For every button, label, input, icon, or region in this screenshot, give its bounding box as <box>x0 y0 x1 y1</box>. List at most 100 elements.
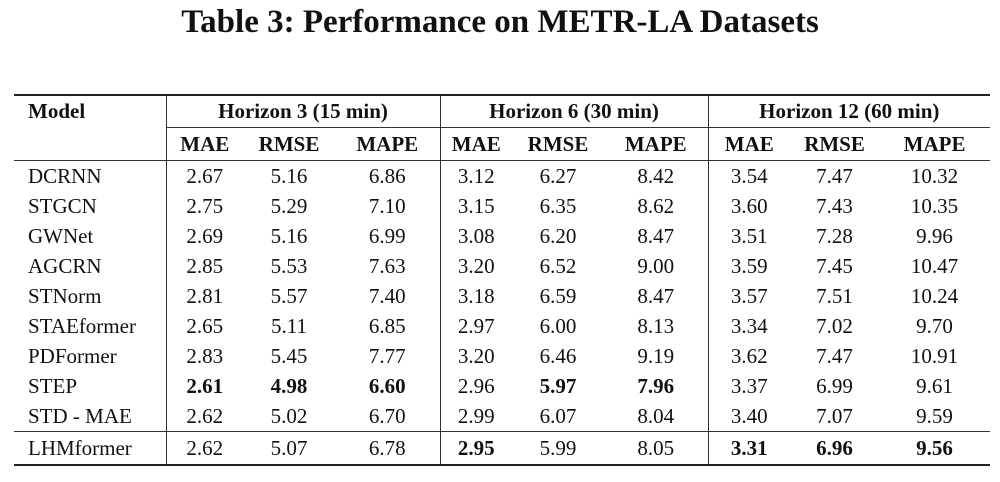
model-name-cell: DCRNN <box>28 164 102 188</box>
metric-value-cell: 7.10 <box>368 194 406 218</box>
metric-value-cell: 5.53 <box>270 254 308 278</box>
metric-header: MAE <box>165 127 243 161</box>
metric-value-cell: 6.35 <box>539 194 577 218</box>
metric-header: RMSE <box>512 127 605 161</box>
metric-value-cell: 6.52 <box>539 254 577 278</box>
metric-value-cell: 5.16 <box>270 224 308 248</box>
metric-value-cell: 5.45 <box>270 344 308 368</box>
model-name-cell: STEP <box>28 374 78 398</box>
table-row: STD - MAE 2.62 5.02 6.70 2.99 6.07 8.04 3.40 7.0… <box>14 401 990 432</box>
metric-value-cell: 3.12 <box>439 160 513 191</box>
metric-header: MAPE <box>879 127 991 161</box>
model-name-cell: STD - MAE <box>28 404 132 428</box>
metric-value-cell: 8.05 <box>604 431 709 466</box>
model-name-cell: AGCRN <box>28 254 102 278</box>
metric-value-cell: 2.95 <box>439 431 513 466</box>
table-title: Table 3: Performance on METR-LA Datasets <box>181 4 819 40</box>
table-row: STEP 2.61 4.98 6.60 2.96 5.97 7.96 3.37 6.99 9.61 <box>14 371 990 401</box>
metric-value-cell: 2.85 <box>165 251 243 281</box>
metric-value-cell: 7.63 <box>368 254 406 278</box>
metric-value-cell: 8.13 <box>637 314 675 338</box>
metric-value-cell: 2.65 <box>165 311 243 341</box>
metric-value-cell: 6.59 <box>539 284 577 308</box>
metric-value-cell: 9.00 <box>637 254 675 278</box>
metric-value-cell: 3.08 <box>439 221 513 251</box>
metric-value-cell: 2.61 <box>165 371 243 401</box>
table-row: DCRNN 2.67 5.16 6.86 3.12 6.27 8.42 3.54 7.47 10.… <box>14 160 990 191</box>
metric-value-cell: 6.99 <box>368 224 406 248</box>
metric-value-cell: 3.34 <box>707 311 791 341</box>
metric-header-row: MAE RMSE MAPE MAE RMSE MAPE MAE RMSE MAP… <box>14 127 991 161</box>
metric-value-cell: 3.20 <box>439 251 513 281</box>
model-name-cell: GWNet <box>28 224 94 248</box>
table-body: DCRNN 2.67 5.16 6.86 3.12 6.27 8.42 3.54 7.47 10.… <box>14 160 991 466</box>
model-name-cell: LHMformer <box>14 431 166 466</box>
metric-value-cell: 10.91 <box>910 344 959 368</box>
metric-value-cell: 3.60 <box>707 191 791 221</box>
metric-value-cell: 7.45 <box>816 254 853 278</box>
metric-value-cell: 7.02 <box>816 314 853 338</box>
metric-value-cell: 7.47 <box>816 344 853 368</box>
metric-value-cell: 8.04 <box>637 404 675 428</box>
metric-value-cell: 5.02 <box>270 404 308 428</box>
metric-value-cell: 6.60 <box>368 374 406 398</box>
metric-value-cell: 8.47 <box>637 224 675 248</box>
metric-header: RMSE <box>790 127 880 161</box>
metric-value-cell: 7.07 <box>816 404 853 428</box>
metric-value-cell: 3.62 <box>707 341 791 371</box>
metric-value-cell: 2.99 <box>439 401 513 432</box>
metric-value-cell: 6.70 <box>368 404 406 428</box>
metric-value-cell: 3.40 <box>707 401 791 432</box>
horizon-6-header: Horizon 6 (30 min) <box>439 94 709 128</box>
results-table: Model Horizon 3 (15 min) Horizon 6 (30 m… <box>14 94 991 466</box>
metric-value-cell: 9.96 <box>916 224 953 248</box>
metric-header: MAPE <box>604 127 709 161</box>
metric-value-cell: 9.61 <box>916 374 953 398</box>
metric-value-cell: 7.28 <box>816 224 853 248</box>
metric-value-cell: 8.42 <box>637 164 675 188</box>
metric-value-cell: 6.46 <box>539 344 577 368</box>
metric-value-cell: 2.67 <box>165 160 243 191</box>
metric-value-cell: 10.24 <box>910 284 959 308</box>
horizon-3-header: Horizon 3 (15 min) <box>165 94 441 128</box>
metric-value-cell: 3.37 <box>707 371 791 401</box>
metric-value-cell: 10.32 <box>910 164 959 188</box>
metric-value-cell: 6.00 <box>539 314 577 338</box>
metric-value-cell: 10.35 <box>910 194 959 218</box>
metric-value-cell: 6.78 <box>335 431 441 466</box>
table-row: AGCRN 2.85 5.53 7.63 3.20 6.52 9.00 3.59 7.45 10.… <box>14 251 990 281</box>
metric-value-cell: 5.57 <box>270 284 308 308</box>
metric-value-cell: 6.86 <box>368 164 406 188</box>
metric-value-cell: 9.70 <box>916 314 953 338</box>
table-row-final: LHMformer 2.62 5.07 6.78 2.95 5.99 8.05 3.31 6.9… <box>14 431 991 466</box>
table-row: STNorm 2.81 5.57 7.40 3.18 6.59 8.47 3.57 7.51 10… <box>14 281 990 311</box>
metric-value-cell: 6.20 <box>539 224 577 248</box>
metric-value-cell: 3.15 <box>439 191 513 221</box>
metric-value-cell: 6.96 <box>790 431 880 466</box>
metric-header: RMSE <box>243 127 335 161</box>
metric-value-cell: 8.47 <box>637 284 675 308</box>
table-row: STGCN 2.75 5.29 7.10 3.15 6.35 8.62 3.60 7.43 10.… <box>14 191 990 221</box>
metric-value-cell: 2.69 <box>165 221 243 251</box>
metric-value-cell: 3.59 <box>707 251 791 281</box>
metric-value-cell: 6.99 <box>816 374 853 398</box>
metric-value-cell: 3.31 <box>707 431 791 466</box>
metric-value-cell: 10.47 <box>910 254 959 278</box>
metric-value-cell: 7.40 <box>368 284 406 308</box>
metric-value-cell: 5.99 <box>512 431 605 466</box>
table-row: GWNet 2.69 5.16 6.99 3.08 6.20 8.47 3.51 7.28 9.9… <box>14 221 990 251</box>
table-row: PDFormer 2.83 5.45 7.77 3.20 6.46 9.19 3.62 7.47… <box>14 341 990 371</box>
model-name-cell: PDFormer <box>28 344 117 368</box>
metric-value-cell: 7.43 <box>816 194 853 218</box>
metric-header: MAPE <box>335 127 441 161</box>
model-name-cell: STNorm <box>28 284 102 308</box>
horizon-header-row: Model Horizon 3 (15 min) Horizon 6 (30 m… <box>14 94 991 128</box>
metric-value-cell: 2.81 <box>165 281 243 311</box>
horizon-12-header: Horizon 12 (60 min) <box>707 94 991 128</box>
metric-value-cell: 2.83 <box>165 341 243 371</box>
metric-value-cell: 4.98 <box>270 374 308 398</box>
model-name-cell: STAEformer <box>28 314 136 338</box>
metric-header: MAE <box>439 127 513 161</box>
metric-value-cell: 5.11 <box>271 314 307 338</box>
metric-value-cell: 7.77 <box>368 344 406 368</box>
